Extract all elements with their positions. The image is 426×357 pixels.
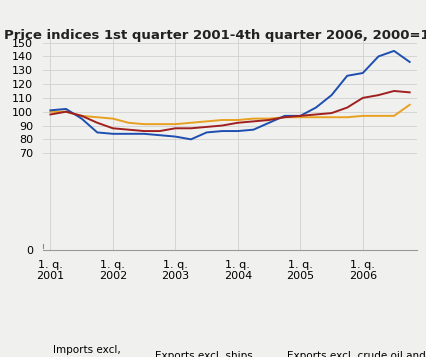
Text: Price indices 1st quarter 2001-4th quarter 2006, 2000=100: Price indices 1st quarter 2001-4th quart… [4,29,426,41]
Legend: Imports excl,
ships and oil
platforms, Exports excl, ships
and oil platforms, Ex: Imports excl, ships and oil platforms, E… [29,345,426,357]
